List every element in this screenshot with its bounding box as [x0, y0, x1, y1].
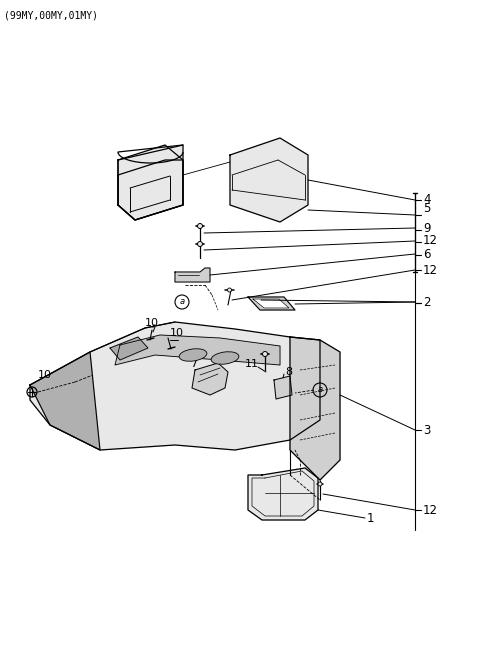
Polygon shape: [118, 160, 183, 220]
Text: (99MY,00MY,01MY): (99MY,00MY,01MY): [4, 10, 98, 20]
Text: 6: 6: [423, 248, 431, 261]
Polygon shape: [248, 468, 318, 520]
Polygon shape: [115, 335, 280, 365]
Circle shape: [228, 288, 231, 292]
Text: 8: 8: [285, 367, 292, 377]
Text: 10: 10: [145, 318, 159, 328]
Text: 1: 1: [367, 512, 374, 525]
Text: 11: 11: [245, 359, 259, 369]
Polygon shape: [118, 145, 183, 220]
Text: 3: 3: [423, 424, 431, 436]
Polygon shape: [230, 138, 308, 222]
Ellipse shape: [179, 348, 207, 362]
Text: 12: 12: [423, 504, 438, 517]
Text: 2: 2: [423, 295, 431, 309]
Polygon shape: [175, 268, 210, 282]
Text: 10: 10: [38, 370, 52, 380]
Circle shape: [197, 223, 203, 229]
Polygon shape: [30, 352, 100, 450]
Text: 12: 12: [423, 234, 438, 248]
Polygon shape: [192, 363, 228, 395]
Text: 9: 9: [423, 221, 431, 234]
Text: 10: 10: [170, 328, 184, 338]
Circle shape: [263, 352, 267, 356]
Circle shape: [197, 242, 203, 246]
Polygon shape: [274, 376, 292, 399]
Polygon shape: [253, 299, 289, 308]
Polygon shape: [118, 145, 183, 220]
Polygon shape: [30, 322, 320, 450]
Polygon shape: [248, 297, 295, 310]
Text: a: a: [180, 297, 185, 307]
Text: a: a: [317, 386, 323, 394]
Text: 12: 12: [423, 263, 438, 276]
Text: 5: 5: [423, 202, 431, 214]
Polygon shape: [110, 337, 148, 360]
Text: 7: 7: [190, 359, 197, 369]
Circle shape: [318, 482, 322, 486]
Polygon shape: [290, 337, 340, 480]
Ellipse shape: [211, 352, 239, 364]
Text: 4: 4: [423, 193, 431, 206]
